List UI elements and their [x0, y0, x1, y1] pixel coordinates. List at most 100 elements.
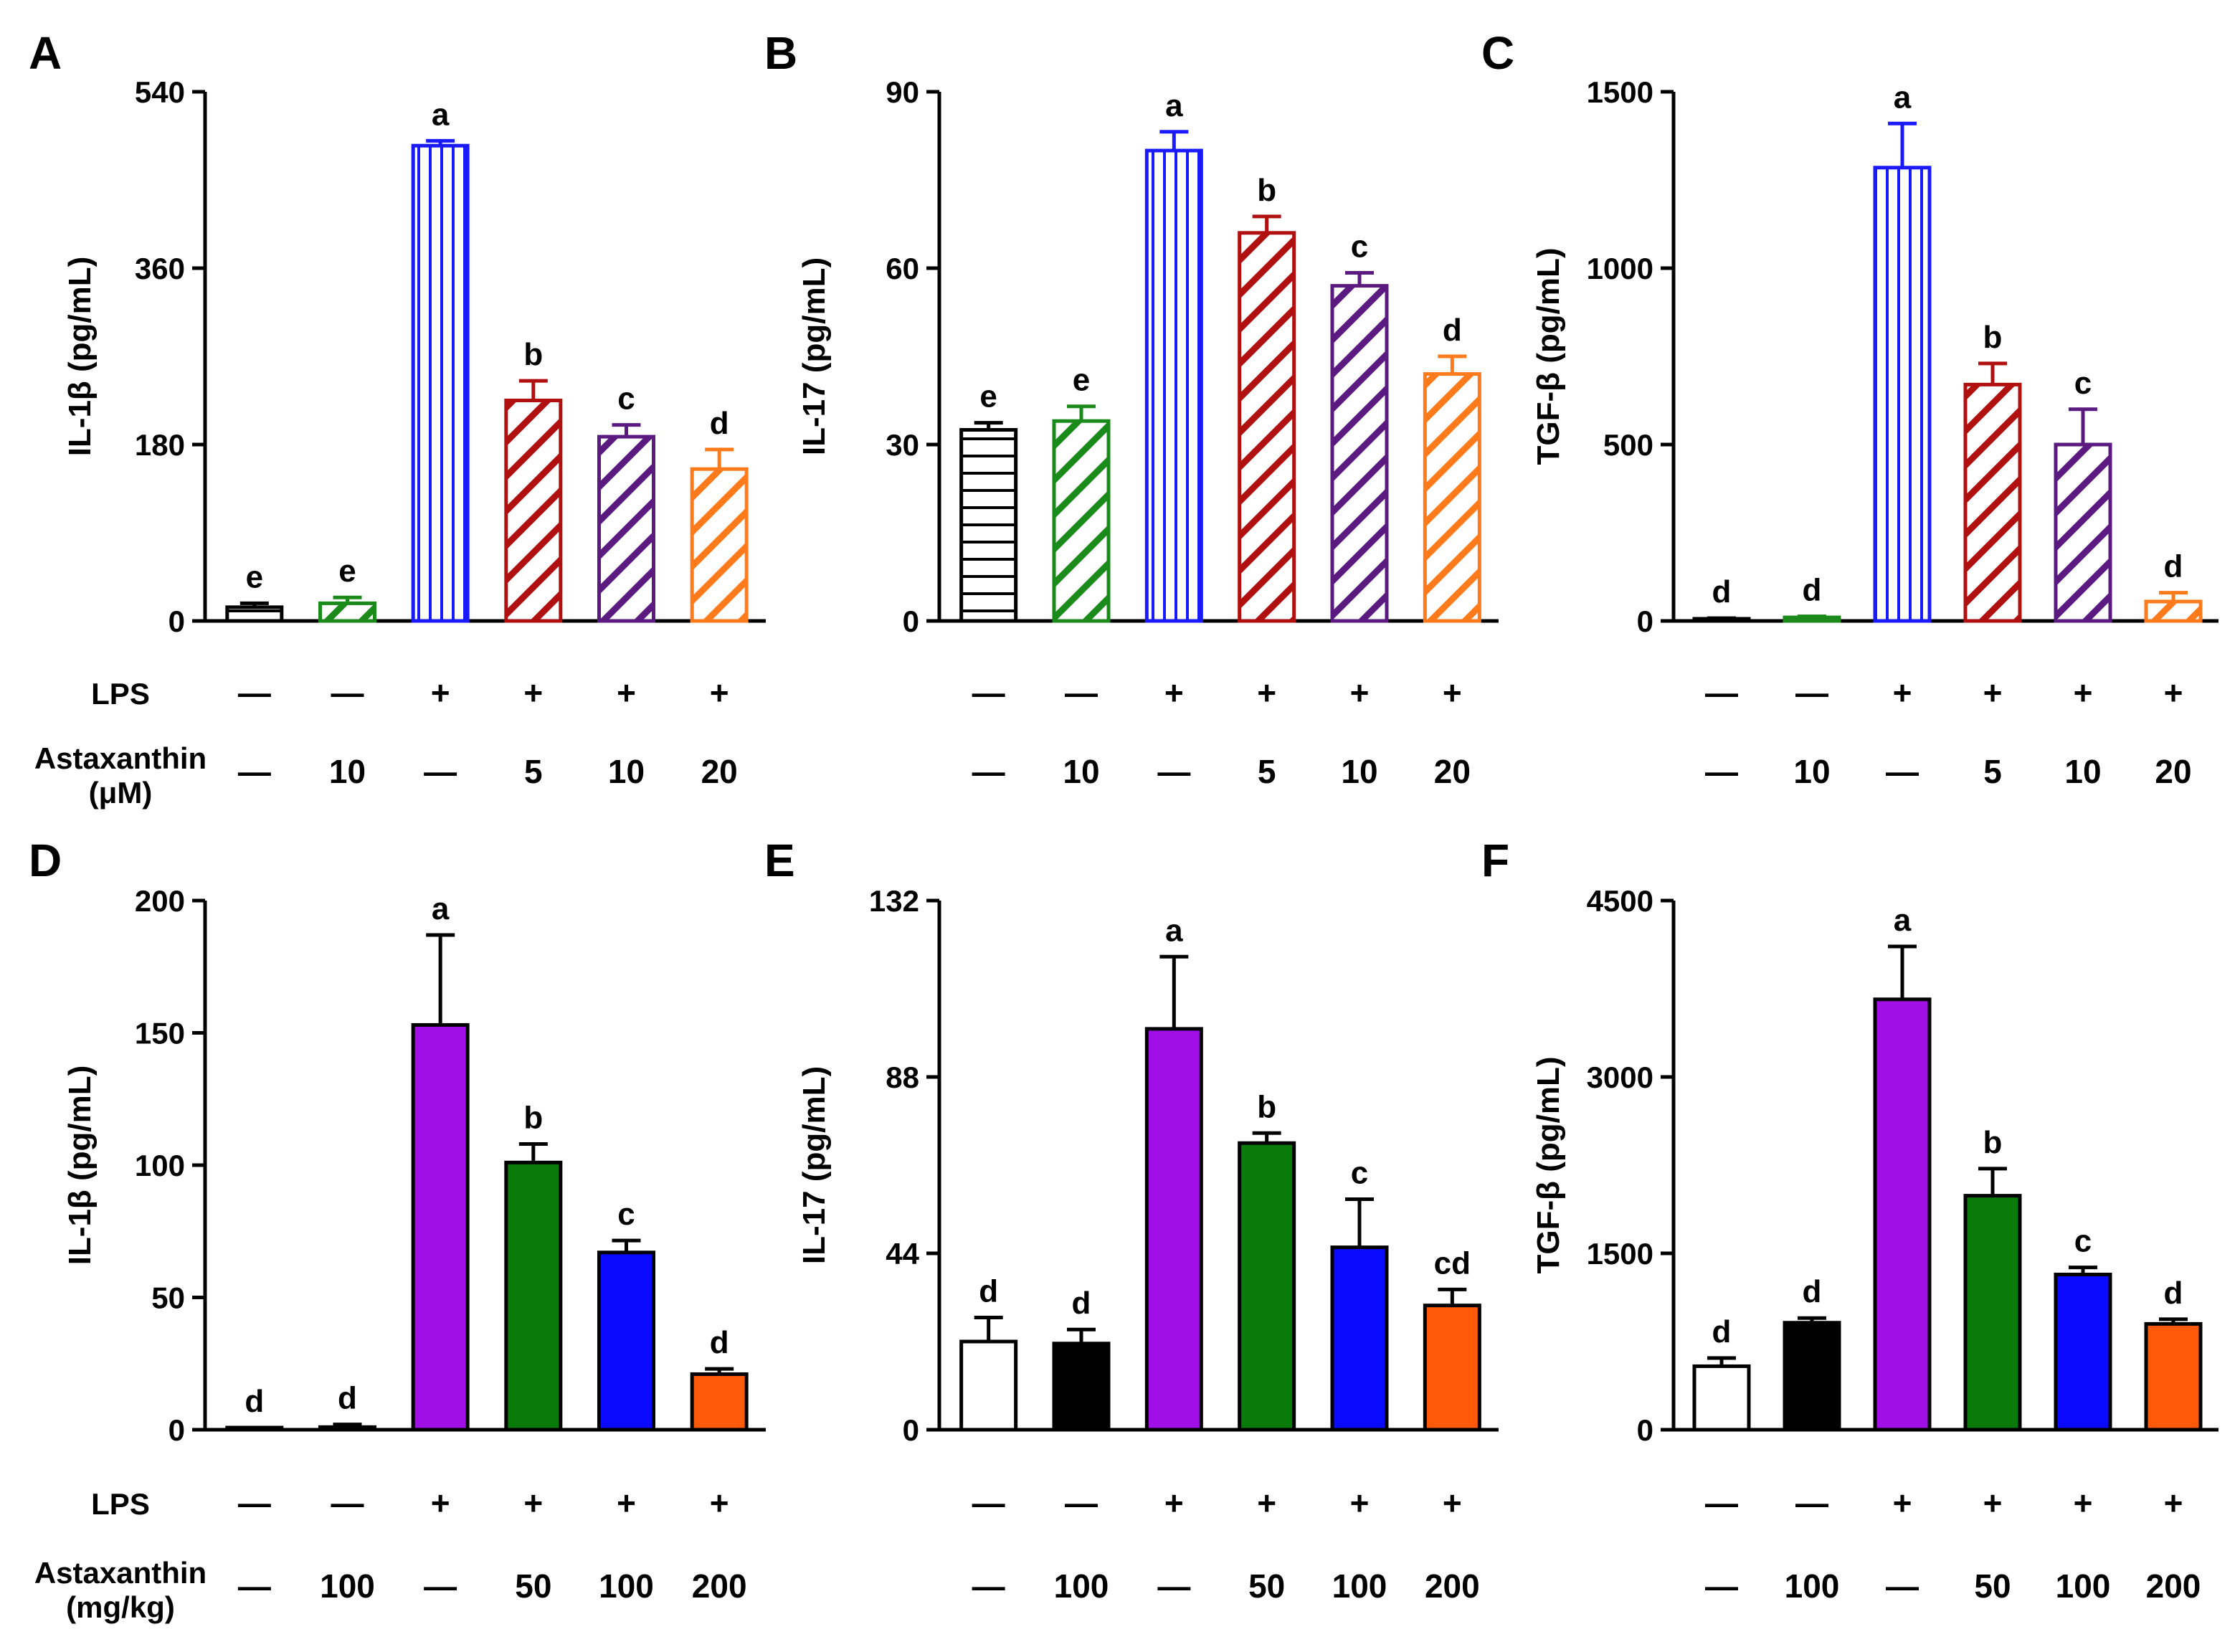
- treatment-value: 10: [1341, 753, 1377, 790]
- bar: [1144, 148, 1203, 623]
- treatment-value: +: [1350, 1484, 1370, 1522]
- significance-letter: b: [1257, 1089, 1276, 1124]
- significance-letter: d: [1443, 313, 1462, 348]
- treatment-value: 10: [608, 753, 645, 790]
- treatment-value: 200: [1425, 1567, 1480, 1605]
- significance-letter: b: [1257, 173, 1276, 208]
- treatment-value: —: [238, 1484, 271, 1522]
- significance-letter: e: [979, 379, 997, 414]
- treatment-value: 50: [515, 1567, 551, 1605]
- treatment-value: +: [2074, 674, 2093, 711]
- astaxanthin-label: Astaxanthin: [34, 741, 207, 775]
- bar: [1144, 1027, 1203, 1432]
- treatment-value: 50: [1974, 1567, 2011, 1605]
- treatment-value: —: [1705, 1484, 1738, 1522]
- treatment-value: —: [238, 1567, 271, 1605]
- y-axis-label: IL-1β (pg/mL): [62, 1065, 98, 1266]
- lps-label: LPS: [91, 1487, 150, 1521]
- significance-letter: d: [245, 1384, 264, 1419]
- y-axis-label: IL-17 (pg/mL): [797, 1066, 832, 1264]
- significance-letter: a: [1165, 913, 1183, 948]
- significance-letter: c: [1351, 1156, 1368, 1191]
- y-tick-label: 180: [135, 428, 185, 462]
- bar: [1963, 382, 2022, 623]
- significance-letter: e: [338, 554, 356, 589]
- treatment-value: +: [523, 1484, 543, 1522]
- significance-letter: e: [1073, 363, 1090, 398]
- treatment-value: —: [972, 753, 1005, 790]
- y-tick-label: 200: [135, 884, 185, 918]
- treatment-value: —: [1157, 1567, 1190, 1605]
- treatment-value: —: [1705, 674, 1738, 711]
- y-axis-label: IL-1β (pg/mL): [62, 257, 98, 457]
- significance-letter: d: [979, 1273, 998, 1309]
- y-tick-label: 500: [1603, 428, 1653, 462]
- significance-letter: d: [2164, 1276, 2183, 1311]
- y-tick-label: 3000: [1587, 1060, 1653, 1094]
- bar: [2054, 1273, 2112, 1432]
- treatment-value: —: [424, 1567, 457, 1605]
- treatment-value: +: [710, 674, 729, 711]
- treatment-value: —: [331, 1484, 364, 1522]
- treatment-value: +: [2164, 1484, 2183, 1522]
- treatment-value: 5: [1258, 753, 1276, 790]
- y-tick-label: 1500: [1587, 1237, 1653, 1271]
- bar: [504, 399, 563, 623]
- treatment-value: 200: [2146, 1567, 2201, 1605]
- treatment-value: —: [1795, 674, 1828, 711]
- treatment-value: 100: [599, 1567, 654, 1605]
- panel-B: B 0 30 60 90 IL-17 (pg/mL) e e a b c d — — + + + + — 10 — 5 10…: [764, 27, 1499, 790]
- treatment-value: —: [424, 753, 457, 790]
- panel-D: D 0 50 100 150 200 IL-1β (pg/mL) d d a b c d — — + + + + — 1…: [29, 835, 766, 1605]
- y-tick-label: 540: [135, 75, 185, 109]
- significance-letter: d: [710, 406, 729, 441]
- y-tick-label: 150: [135, 1017, 185, 1050]
- treatment-value: +: [431, 674, 450, 711]
- treatment-value: —: [1886, 753, 1919, 790]
- significance-letter: c: [617, 1197, 635, 1232]
- treatment-value: —: [1795, 1484, 1828, 1522]
- bar: [1052, 419, 1111, 623]
- bar: [1330, 1245, 1389, 1432]
- bar: [1692, 617, 1751, 623]
- y-tick-label: 30: [886, 428, 919, 462]
- y-tick-label: 88: [886, 1060, 919, 1094]
- significance-letter: b: [523, 1100, 543, 1135]
- significance-letter: d: [1712, 1314, 1732, 1349]
- lps-label: LPS: [91, 677, 150, 711]
- y-tick-label: 0: [903, 604, 919, 638]
- bar: [2144, 599, 2203, 623]
- panel-C: C 0 500 1000 1500 TGF-β (pg/mL) d d a b c d — — + + + + — 1…: [1481, 27, 2218, 790]
- treatment-value: —: [1065, 1484, 1098, 1522]
- treatment-value: 10: [329, 753, 366, 790]
- significance-letter: c: [617, 381, 635, 417]
- treatment-value: —: [1065, 674, 1098, 711]
- significance-letter: e: [246, 559, 263, 594]
- significance-letter: a: [1165, 88, 1183, 123]
- bar: [225, 605, 284, 623]
- panel-letter: C: [1481, 27, 1514, 79]
- treatment-value: —: [972, 1484, 1005, 1522]
- treatment-value: +: [617, 674, 636, 711]
- y-tick-label: 1000: [1587, 252, 1653, 285]
- panel-letter: B: [764, 27, 797, 79]
- significance-letter: d: [2164, 549, 2183, 584]
- astaxanthin-unit: (mg/kg): [66, 1590, 175, 1624]
- treatment-value: +: [1893, 674, 1912, 711]
- significance-letter: c: [2074, 1224, 2092, 1259]
- treatment-value: +: [1893, 1484, 1912, 1522]
- y-tick-label: 1500: [1587, 75, 1653, 109]
- panel-letter: A: [29, 27, 62, 79]
- bar: [318, 1425, 376, 1432]
- bar: [1783, 615, 1841, 623]
- bar: [1052, 1342, 1111, 1432]
- treatment-value: +: [1164, 1484, 1184, 1522]
- treatment-value: 100: [1332, 1567, 1387, 1605]
- bar: [1783, 1321, 1841, 1432]
- treatment-value: 50: [1248, 1567, 1285, 1605]
- bar: [411, 143, 470, 623]
- y-tick-label: 44: [886, 1237, 919, 1271]
- y-tick-label: 360: [135, 252, 185, 285]
- significance-letter: b: [1983, 320, 2003, 355]
